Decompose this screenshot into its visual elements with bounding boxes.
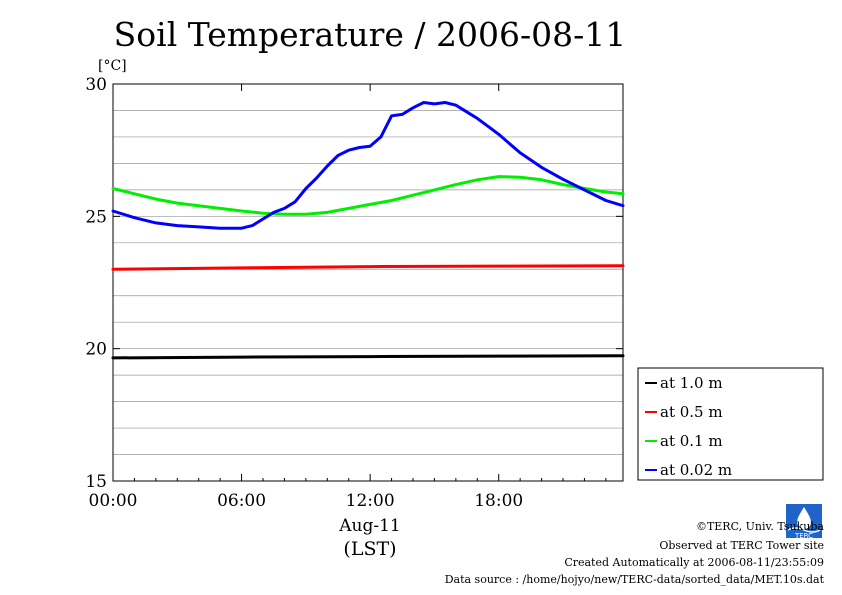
grid-lines [113, 110, 623, 455]
wave-icon [787, 527, 821, 533]
x-tick-label: 00:00 [89, 491, 138, 511]
y-axis-unit-label: [°C] [98, 58, 127, 74]
y-axis-ticks: 15 20 25 30 [85, 75, 623, 492]
x-tick-label: 12:00 [346, 491, 395, 511]
data-source-text: Data source : /home/hojyo/new/TERC-data/… [444, 573, 824, 586]
y-tick-label: 25 [85, 207, 107, 227]
x-tick-label: 18:00 [474, 491, 523, 511]
legend-box [637, 367, 824, 481]
series-line [111, 264, 625, 271]
x-axis-timezone-label: (LST) [343, 538, 396, 560]
series-line [111, 354, 625, 360]
logo-text: TERC [794, 532, 813, 540]
x-tick-label: 06:00 [217, 491, 266, 511]
created-text: Created Automatically at 2006-08-11/23:5… [564, 556, 824, 569]
observed-at-text: Observed at TERC Tower site [659, 539, 824, 552]
series-line [111, 175, 625, 216]
y-tick-label: 20 [85, 340, 107, 360]
y-tick-label: 15 [85, 472, 107, 492]
data-series [111, 101, 625, 360]
legend-label: at 0.1 m [660, 432, 723, 450]
copyright-text: ©TERC, Univ. Tsukuba [695, 520, 824, 533]
x-axis-date-label: Aug-11 [338, 516, 400, 536]
x-axis-ticks: 00:00 06:00 12:00 18:00 [89, 84, 607, 511]
legend-label: at 0.5 m [660, 403, 723, 421]
legend-label: at 1.0 m [660, 374, 723, 392]
legend: at 1.0 m at 0.5 m at 0.1 m at 0.02 m [637, 367, 824, 481]
y-tick-label: 30 [85, 75, 107, 95]
chart-title: Soil Temperature / 2006-08-11 [114, 15, 627, 54]
plot-frame [112, 83, 624, 482]
terc-logo: TERC [786, 504, 822, 540]
legend-label: at 0.02 m [660, 461, 732, 479]
series-line [111, 101, 625, 230]
water-drop-icon [797, 507, 811, 529]
